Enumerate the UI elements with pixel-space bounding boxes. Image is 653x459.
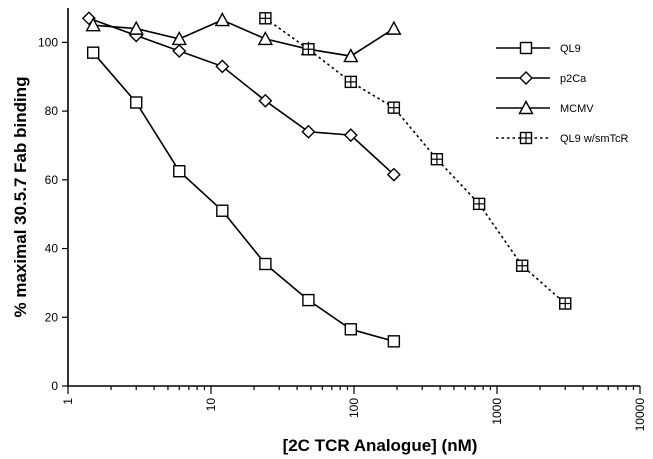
data-point	[259, 12, 272, 25]
data-point	[258, 93, 273, 108]
data-point	[173, 165, 186, 178]
x-tick-label: 10	[204, 398, 218, 412]
data-point	[518, 100, 534, 115]
series	[259, 12, 572, 310]
data-point	[302, 293, 315, 307]
data-point	[128, 20, 144, 35]
data-point	[519, 131, 533, 145]
series-line	[93, 19, 395, 57]
x-tick-label: 1	[61, 398, 75, 405]
data-point	[344, 323, 358, 336]
data-point	[386, 20, 402, 35]
x-tick-label: 100	[347, 398, 361, 418]
y-tick-label: 40	[45, 242, 59, 256]
data-point	[430, 152, 444, 166]
data-point	[387, 335, 401, 348]
series-line	[88, 17, 395, 176]
legend-entry: QL9	[496, 41, 581, 55]
x-axis-title: [2C TCR Analogue] (nM)	[283, 436, 478, 455]
x-tick-label: 1000	[490, 398, 504, 425]
y-tick-label: 60	[45, 173, 59, 187]
legend-entry: QL9 w/smTcR	[496, 131, 629, 145]
y-tick-label: 20	[45, 310, 59, 324]
data-point	[130, 96, 143, 109]
y-tick-label: 100	[38, 35, 58, 49]
series-line	[92, 52, 395, 343]
data-point	[559, 297, 572, 310]
data-point	[172, 43, 187, 58]
data-point	[472, 197, 486, 211]
data-point	[515, 259, 529, 272]
legend-label: MCMV	[560, 103, 594, 115]
data-point	[257, 30, 274, 46]
legend-entry: p2Ca	[496, 71, 587, 85]
data-point	[171, 30, 187, 46]
series-layer	[81, 11, 572, 348]
x-ticks: 1 10 100 1000 10000	[61, 386, 647, 431]
series	[86, 46, 401, 348]
y-tick-label: 0	[51, 379, 58, 393]
y-tick-label: 80	[45, 104, 59, 118]
data-point	[259, 257, 272, 271]
series-line	[264, 17, 566, 305]
data-point	[343, 128, 358, 143]
legend-label: p2Ca	[560, 73, 587, 85]
data-point	[86, 46, 100, 59]
data-point	[302, 43, 315, 56]
legend-label: QL9 w/smTcR	[560, 133, 629, 145]
data-point	[216, 204, 229, 217]
y-axis-title: % maximal 30.5.7 Fab binding	[11, 77, 30, 318]
y-ticks: 0 20 40 60 80 100	[38, 35, 68, 393]
data-point	[344, 75, 358, 89]
data-point	[386, 167, 401, 182]
data-point	[215, 59, 230, 74]
x-tick-label: 10000	[633, 398, 647, 432]
legend-entry: MCMV	[496, 100, 594, 115]
data-point	[214, 12, 230, 27]
legend: QL9 p2Ca MCMV QL9 w/smTcR	[496, 41, 629, 145]
data-point	[301, 124, 316, 139]
data-point	[85, 17, 101, 32]
data-point	[387, 101, 401, 114]
data-point	[519, 41, 533, 55]
legend-label: QL9	[560, 43, 581, 55]
data-point	[519, 71, 533, 85]
data-point	[343, 48, 359, 63]
